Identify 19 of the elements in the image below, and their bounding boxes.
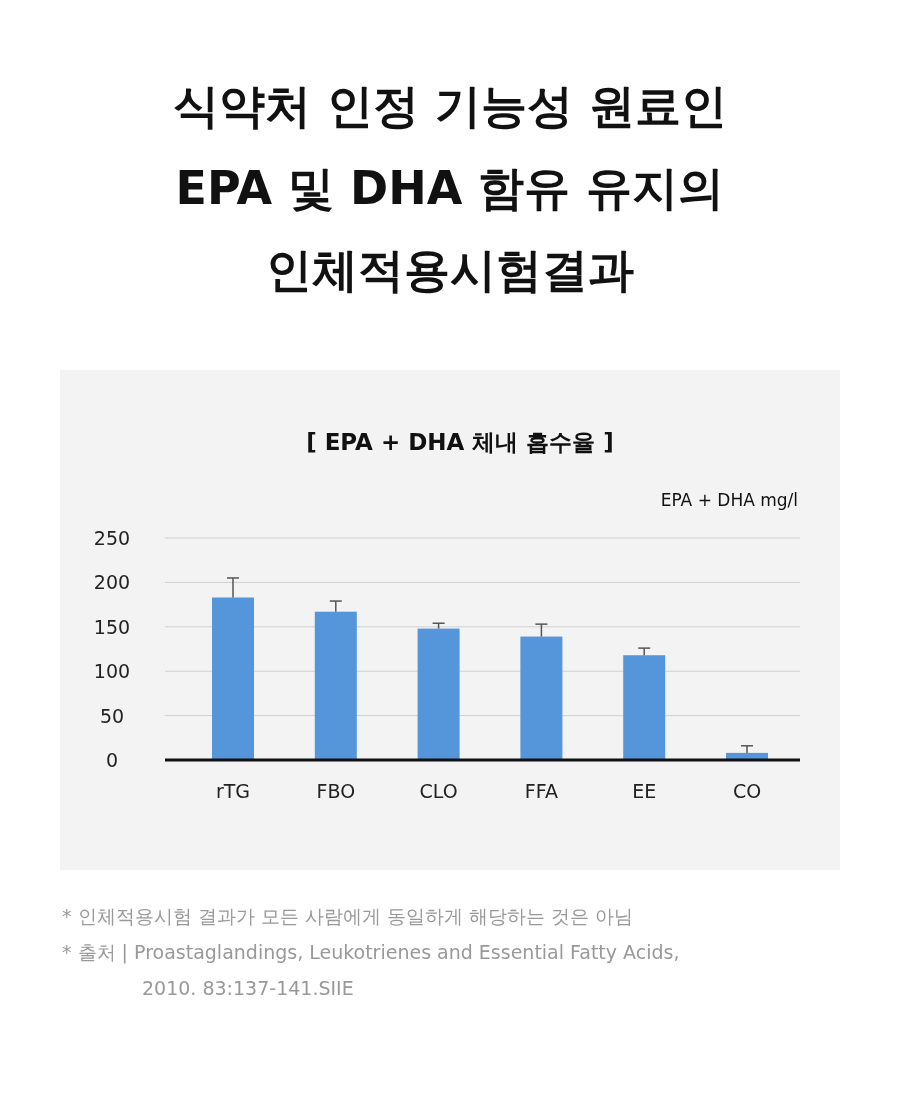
y-axis-title: EPA + DHA mg/l — [660, 490, 798, 510]
title: EPA 및 DHA 함유 유지의 — [175, 161, 725, 215]
x-tick-label: rTG — [215, 780, 251, 802]
x-tick-label: FFA — [524, 780, 558, 802]
x-tick-label: CLO — [419, 780, 458, 802]
x-tick-label: FBO — [316, 780, 356, 802]
y-tick-label: 200 — [93, 571, 131, 594]
y-tick-label: 150 — [93, 615, 131, 638]
x-tick-label: CO — [732, 780, 762, 802]
text: * 인체적용시험 결과가 모든 사람에게 동일하게 해당하는 것은 아님 — [62, 905, 633, 927]
chart-subtitle: [ EPA + DHA 체내 흡수율 ] — [306, 429, 614, 455]
title: 식약처 인정 기능성 원료인 — [173, 79, 727, 133]
y-tick-label: 250 — [93, 527, 131, 549]
x-tick-label: EE — [632, 780, 657, 802]
text: * 출처 | Proastaglandings, Leukotrienes and Essential Fatty Acids, 2010. 83:137-141.SIIE — [62, 941, 680, 999]
y-tick-label: 50 — [99, 704, 125, 727]
y-tick-label: 0 — [105, 749, 119, 771]
y-tick-label: 100 — [93, 660, 131, 683]
title: 인체적용시험결과 — [266, 243, 634, 297]
